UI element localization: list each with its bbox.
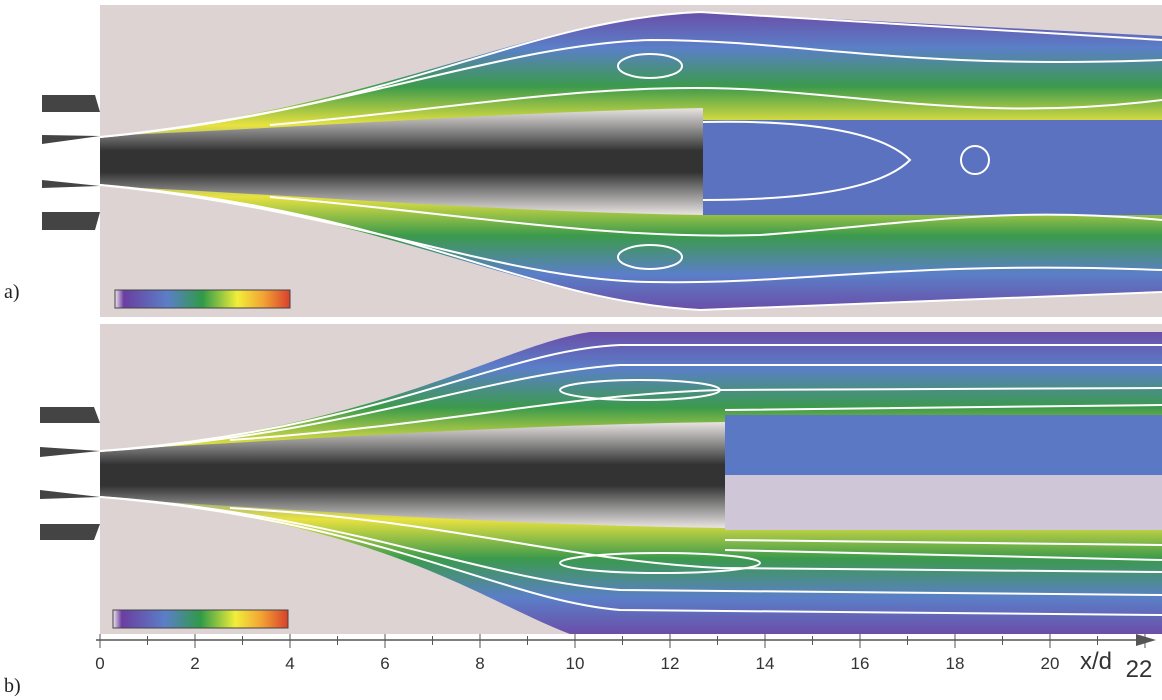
nozzle-part <box>40 407 100 423</box>
colorbar <box>113 610 288 628</box>
panel-label: b) <box>4 675 21 697</box>
panel-b: b) <box>4 324 1162 697</box>
nozzle-part <box>40 490 100 499</box>
nozzle-part <box>42 180 100 188</box>
inner-field <box>703 120 1162 215</box>
axis-arrow <box>1136 634 1156 646</box>
tick-label: 16 <box>851 654 870 673</box>
nozzle-part <box>42 212 100 230</box>
figure: a) b) x/d 0 2 4 6 8 10 12 14 16 18 20 22 <box>0 0 1162 700</box>
nozzle-part <box>42 135 100 144</box>
tick-label: 4 <box>285 654 294 673</box>
tick-label: 12 <box>661 654 680 673</box>
tick-label: 14 <box>756 654 775 673</box>
tick-label: 8 <box>475 654 484 673</box>
tick-label: 6 <box>380 654 389 673</box>
tick-label: 20 <box>1041 654 1060 673</box>
nozzle-part <box>40 524 100 540</box>
nozzle <box>42 95 100 230</box>
tick-label: 10 <box>566 654 585 673</box>
panel-label: a) <box>4 281 20 303</box>
tick-label: 0 <box>95 654 104 673</box>
x-axis: x/d 0 2 4 6 8 10 12 14 16 18 20 22 <box>95 634 1156 683</box>
nozzle-part <box>42 95 100 112</box>
page: {"panels": [{"label": "a)"}, {"label": "… <box>0 0 1162 700</box>
tick-label: 2 <box>190 654 199 673</box>
inner-field <box>725 475 1162 530</box>
nozzle <box>40 407 100 540</box>
inner-field <box>725 415 1162 475</box>
tick-label: 18 <box>946 654 965 673</box>
axis-label: x/d <box>1080 648 1112 675</box>
tick-label: 22 <box>1126 656 1153 683</box>
colorbar <box>115 290 290 308</box>
panel-a: a) <box>4 5 1162 317</box>
nozzle-part <box>40 447 100 457</box>
